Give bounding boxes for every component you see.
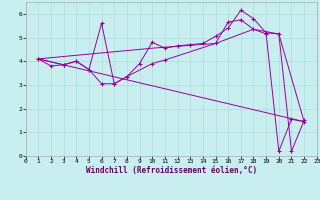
X-axis label: Windchill (Refroidissement éolien,°C): Windchill (Refroidissement éolien,°C) bbox=[86, 166, 257, 175]
